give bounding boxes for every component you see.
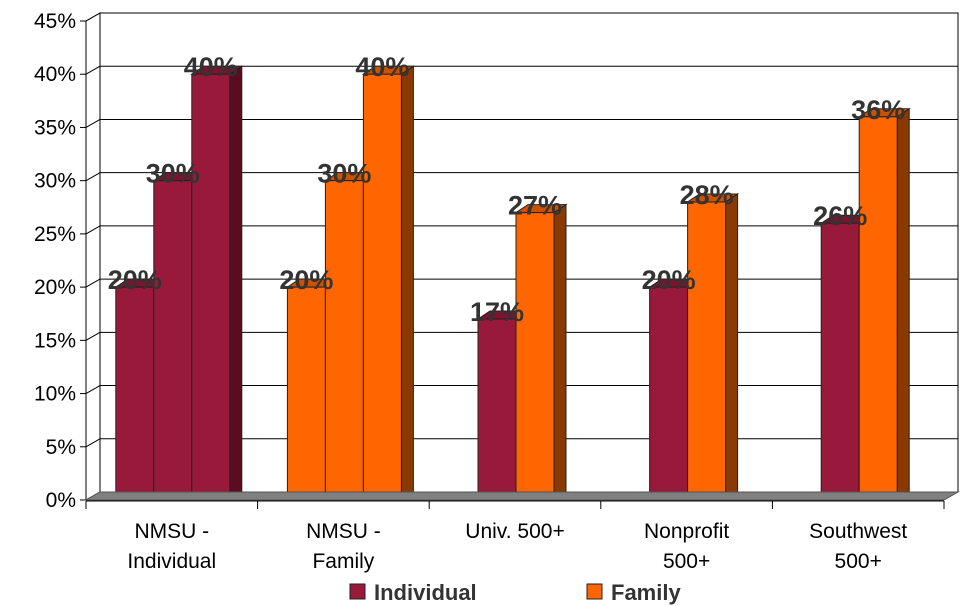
legend-label: Individual — [374, 580, 477, 605]
y-tick-label: 35% — [34, 116, 76, 139]
bar-front — [858, 116, 898, 501]
x-category-label: Family — [312, 550, 374, 573]
bar-front — [115, 286, 155, 501]
bar-side — [896, 107, 910, 501]
bar-front — [286, 286, 326, 501]
gridline-side — [85, 278, 101, 288]
bar-front — [477, 318, 517, 501]
x-category-label: NMSU - — [306, 520, 381, 543]
gridline-side — [85, 65, 101, 75]
bar — [514, 203, 568, 501]
data-label: 40% — [355, 52, 409, 82]
bar — [361, 65, 416, 501]
gridline-side — [85, 12, 101, 22]
y-tick-label: 5% — [46, 436, 76, 459]
y-tick-label: 25% — [34, 223, 76, 246]
bar-side — [229, 65, 243, 501]
bar-side — [400, 65, 414, 501]
chart-floor — [84, 491, 960, 501]
x-category-label: Nonprofit — [644, 520, 729, 543]
bar-front — [153, 180, 193, 501]
y-tick-label: 40% — [34, 63, 76, 86]
bar-front — [687, 201, 727, 501]
x-category-label: Southwest — [809, 520, 907, 543]
bar — [857, 107, 911, 501]
bar-front — [362, 73, 402, 501]
gridline-side — [85, 119, 101, 128]
data-label: 27% — [508, 191, 562, 221]
gridline-side — [85, 331, 101, 341]
data-label: 36% — [851, 95, 905, 125]
gridline-side — [85, 225, 101, 235]
y-tick-label: 30% — [34, 170, 76, 193]
data-label: 20% — [642, 265, 696, 295]
data-label: 28% — [680, 180, 734, 210]
y-axis-tick-labels: 0% 5% 10% 15% 20% 25% 30% 35% 40% 45% — [34, 10, 76, 512]
gridline-side — [85, 172, 101, 182]
bar — [685, 193, 740, 501]
y-tick-label: 45% — [34, 10, 76, 33]
bars — [114, 65, 911, 501]
bar-front — [649, 286, 689, 501]
data-labels: 20% 30% 40% 20% 30% 40% 17% 27% 20% 28% 26% 36% — [108, 52, 905, 327]
bar-side — [553, 203, 567, 501]
y-tick-label: 10% — [34, 383, 76, 406]
legend-swatch — [349, 583, 366, 600]
gridline-side — [85, 438, 101, 448]
data-label: 20% — [279, 265, 333, 295]
bar-front — [515, 212, 555, 501]
y-tick-label: 0% — [46, 489, 76, 512]
x-category-label: 500+ — [663, 550, 710, 573]
gridline-side — [85, 385, 101, 394]
data-label: 40% — [184, 52, 238, 82]
bar-front — [191, 73, 231, 501]
data-label: 30% — [146, 159, 200, 189]
bar-side — [725, 193, 739, 501]
x-category-label: NMSU - — [134, 520, 209, 543]
x-axis: NMSU - Individual NMSU - Family Univ. 500+ No… — [85, 500, 945, 573]
data-label: 20% — [108, 265, 162, 295]
legend-swatch — [586, 583, 603, 600]
y-tick-label: 20% — [34, 276, 76, 299]
x-category-label: Univ. 500+ — [465, 520, 564, 543]
y-tick-label: 15% — [34, 329, 76, 352]
data-label: 30% — [317, 159, 371, 189]
floor-plane — [84, 491, 960, 501]
bar-front — [820, 222, 860, 501]
bar-front — [324, 180, 364, 501]
bar — [190, 65, 244, 501]
legend-label: Family — [611, 580, 681, 605]
legend: Individual Family — [349, 580, 681, 605]
x-category-label: 500+ — [835, 550, 882, 573]
data-label: 26% — [813, 201, 867, 231]
side-wall — [85, 12, 101, 501]
data-label: 17% — [470, 297, 524, 327]
x-category-label: Individual — [127, 550, 216, 573]
